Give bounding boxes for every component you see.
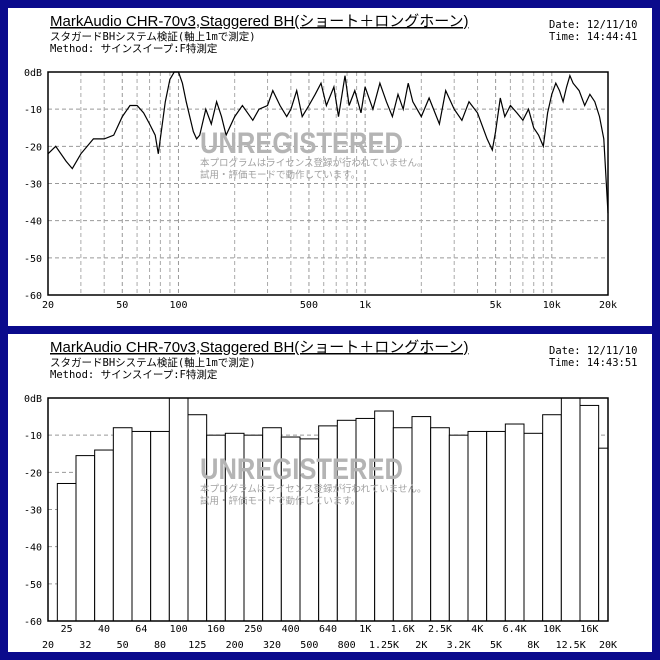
plot-frame	[47, 71, 609, 296]
x-tick-label: 8K	[527, 640, 539, 651]
x-tick-label: 500	[300, 640, 318, 651]
x-tick-label: 125	[188, 640, 206, 651]
panel	[8, 8, 652, 326]
bar	[75, 455, 96, 622]
x-tick-label: 12.5K	[556, 640, 586, 651]
bar	[448, 434, 469, 622]
watermark: UNREGISTERED	[200, 127, 403, 160]
method: Method: サインスイープ:F特測定	[50, 368, 218, 381]
bar	[374, 410, 394, 622]
x-tick-label: 25	[61, 624, 73, 635]
x-tick-label: 10K	[543, 624, 561, 635]
response-line	[47, 71, 609, 214]
bar	[112, 427, 133, 622]
bar	[150, 430, 170, 622]
x-tick-label: 10k	[543, 300, 561, 311]
y-tick-label: -10	[24, 431, 42, 442]
watermark-note: 試用・評価モードで動作しています。	[200, 169, 360, 181]
x-tick-label: 1k	[359, 300, 371, 311]
x-tick-label: 400	[282, 624, 300, 635]
y-tick-label: -60	[24, 291, 42, 302]
x-tick-label: 20K	[599, 640, 617, 651]
watermark: UNREGISTERED	[200, 453, 403, 486]
x-tick-label: 2K	[415, 640, 427, 651]
y-tick-label: -20	[24, 142, 42, 153]
time: Time: 14:44:41	[549, 31, 638, 43]
x-tick-label: 20k	[599, 300, 617, 311]
x-tick-label: 160	[207, 624, 225, 635]
y-tick-label: 0dB	[24, 68, 42, 79]
bar	[355, 417, 376, 622]
x-tick-label: 1.25K	[369, 640, 399, 651]
bar	[542, 414, 562, 622]
x-tick-label: 250	[244, 624, 262, 635]
bar	[430, 427, 450, 622]
x-tick-label: 1K	[359, 624, 371, 635]
y-tick-label: -40	[24, 217, 42, 228]
plot-frame	[47, 397, 609, 622]
y-tick-label: -40	[24, 543, 42, 554]
x-tick-label: 80	[154, 640, 166, 651]
x-tick-label: 640	[319, 624, 337, 635]
x-tick-label: 50	[117, 640, 129, 651]
bar	[168, 397, 189, 622]
subtitle: スタガードBHシステム検証(軸上1mで測定)	[50, 30, 256, 43]
x-tick-label: 5K	[490, 640, 502, 651]
bar	[187, 414, 208, 622]
x-tick-label: 50	[116, 300, 128, 311]
date: Date: 12/11/10	[549, 345, 638, 357]
y-tick-label: -50	[24, 254, 42, 265]
chart-title: MarkAudio CHR-70v3,Staggered BH(ショート＋ロング…	[50, 13, 469, 30]
x-tick-label: 32	[79, 640, 91, 651]
x-tick-label: 2.5K	[428, 624, 452, 635]
x-tick-label: 5k	[490, 300, 502, 311]
x-tick-label: 100	[169, 300, 187, 311]
x-tick-label: 1.6K	[391, 624, 415, 635]
bar	[486, 430, 506, 622]
bar	[579, 404, 600, 622]
x-tick-label: 800	[338, 640, 356, 651]
subtitle: スタガードBHシステム検証(軸上1mで測定)	[50, 356, 256, 369]
bar	[411, 416, 432, 622]
date: Date: 12/11/10	[549, 19, 638, 31]
y-tick-label: 0dB	[24, 394, 42, 405]
y-tick-label: -30	[24, 506, 42, 517]
watermark-note: 本プログラムはライセンス登録が行われていません。	[200, 157, 426, 169]
x-tick-label: 200	[226, 640, 244, 651]
x-tick-label: 100	[170, 624, 188, 635]
bar	[598, 447, 609, 622]
watermark-note: 試用・評価モードで動作しています。	[200, 495, 360, 507]
x-tick-label: 6.4K	[503, 624, 527, 635]
x-tick-label: 500	[300, 300, 318, 311]
x-tick-label: 16K	[580, 624, 598, 635]
bar	[56, 482, 77, 622]
bar	[560, 397, 581, 622]
bar	[467, 430, 488, 622]
bar	[94, 449, 114, 622]
chart-title: MarkAudio CHR-70v3,Staggered BH(ショート＋ロング…	[50, 339, 469, 356]
x-tick-label: 20	[42, 300, 54, 311]
x-tick-label: 40	[98, 624, 110, 635]
time: Time: 14:43:51	[549, 357, 638, 369]
bar	[131, 430, 152, 622]
bar	[523, 432, 544, 622]
x-tick-label: 4K	[471, 624, 483, 635]
y-tick-label: -20	[24, 468, 42, 479]
bar	[504, 423, 525, 622]
y-tick-label: -50	[24, 580, 42, 591]
method: Method: サインスイープ:F特測定	[50, 42, 218, 55]
x-tick-label: 3.2K	[447, 640, 471, 651]
y-tick-label: -10	[24, 105, 42, 116]
y-tick-label: -30	[24, 180, 42, 191]
x-tick-label: 320	[263, 640, 281, 651]
x-tick-label: 64	[135, 624, 147, 635]
bar	[336, 419, 357, 622]
x-tick-label: 20	[42, 640, 54, 651]
watermark-note: 本プログラムはライセンス登録が行われていません。	[200, 483, 426, 495]
y-tick-label: -60	[24, 617, 42, 628]
